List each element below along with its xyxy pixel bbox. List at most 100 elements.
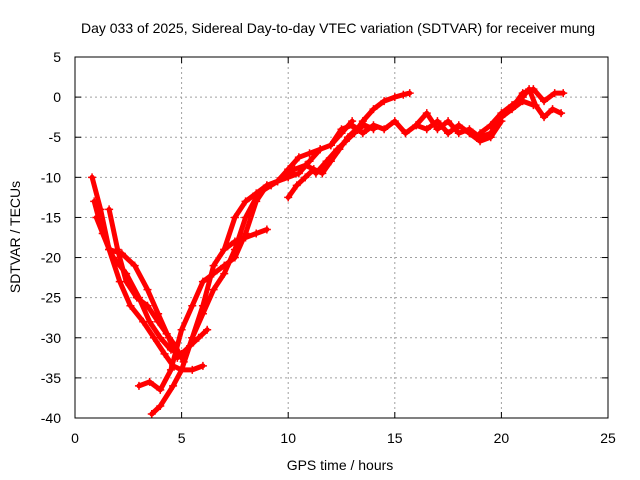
plot-frame [74, 56, 609, 419]
data-point [486, 121, 495, 130]
chart-title: Day 033 of 2025, Sidereal Day-to-day VTE… [81, 20, 595, 36]
data-point [105, 205, 114, 214]
data-point [143, 301, 152, 310]
data-point [209, 285, 218, 294]
data-point [198, 301, 207, 310]
data-point [145, 377, 154, 386]
data-point [177, 365, 186, 374]
data-point [311, 169, 320, 178]
y-tick-label: -40 [41, 410, 61, 426]
data-point [316, 145, 325, 154]
series-track-13 [510, 85, 568, 110]
data-point [284, 173, 293, 182]
data-point [358, 117, 367, 126]
data-point [162, 329, 171, 338]
y-tick-label: -5 [49, 129, 62, 145]
data-point [177, 325, 186, 334]
y-axis-label: SDTVAR / TECUs [7, 181, 23, 293]
data-point [341, 137, 350, 146]
data-point [198, 277, 207, 286]
data-point [188, 333, 197, 342]
grid [75, 57, 608, 418]
data-point [333, 145, 342, 154]
data-point [369, 121, 378, 130]
data-point [540, 97, 549, 106]
data-point [160, 349, 169, 358]
data-point [401, 129, 410, 138]
data-point [433, 125, 442, 134]
y-tick-label: -35 [41, 370, 61, 386]
data-point [284, 193, 293, 202]
data-point [305, 149, 314, 158]
data-point [230, 237, 239, 246]
y-tick-label: -20 [41, 250, 61, 266]
data-point [230, 253, 239, 262]
data-point [90, 197, 99, 206]
data-point [156, 385, 165, 394]
data-point [337, 125, 346, 134]
data-point [169, 381, 178, 390]
data-point [273, 177, 282, 186]
data-point [88, 173, 97, 182]
data-point [130, 261, 139, 270]
data-point [126, 301, 135, 310]
data-point [230, 213, 239, 222]
data-point [405, 89, 414, 98]
data-point [380, 97, 389, 106]
data-point [390, 93, 399, 102]
data-point [209, 261, 218, 270]
data-point [262, 225, 271, 234]
data-point [156, 333, 165, 342]
data-point [358, 129, 367, 138]
y-tick-label: -25 [41, 290, 61, 306]
data-point [399, 90, 408, 99]
data-point [390, 117, 399, 126]
data-point [109, 253, 118, 262]
data-point [156, 401, 165, 410]
data-point [540, 113, 549, 122]
data-point [422, 109, 431, 118]
data-point [241, 233, 250, 242]
y-tick-label: 0 [53, 89, 61, 105]
data-point [143, 285, 152, 294]
data-point [220, 269, 229, 278]
data-point [166, 365, 175, 374]
data-point [422, 125, 431, 134]
data-point [203, 325, 212, 334]
data-point [369, 105, 378, 114]
x-tick-label: 20 [494, 430, 510, 446]
data-point [241, 213, 250, 222]
data-point [350, 129, 359, 138]
data-point [252, 189, 261, 198]
data-point [444, 117, 453, 126]
data-point [252, 197, 261, 206]
data-point [465, 125, 474, 134]
data-point [559, 89, 568, 98]
data-point [476, 129, 485, 138]
data-point [134, 381, 143, 390]
data-point [301, 173, 310, 182]
series-track-6 [147, 225, 271, 418]
data-point [380, 125, 389, 134]
data-point [292, 181, 301, 190]
data-point [294, 169, 303, 178]
data-point [188, 301, 197, 310]
plot-series [88, 85, 568, 418]
data-point [454, 129, 463, 138]
data-point [105, 245, 114, 254]
data-point [326, 141, 335, 150]
data-point [262, 181, 271, 190]
data-point [220, 261, 229, 270]
data-point [92, 213, 101, 222]
data-point [132, 293, 141, 302]
data-point [188, 365, 197, 374]
data-point [220, 245, 229, 254]
data-point [154, 317, 163, 326]
data-point [241, 197, 250, 206]
data-point [122, 277, 131, 286]
data-point [548, 105, 557, 114]
data-point [305, 157, 314, 166]
data-point [444, 129, 453, 138]
